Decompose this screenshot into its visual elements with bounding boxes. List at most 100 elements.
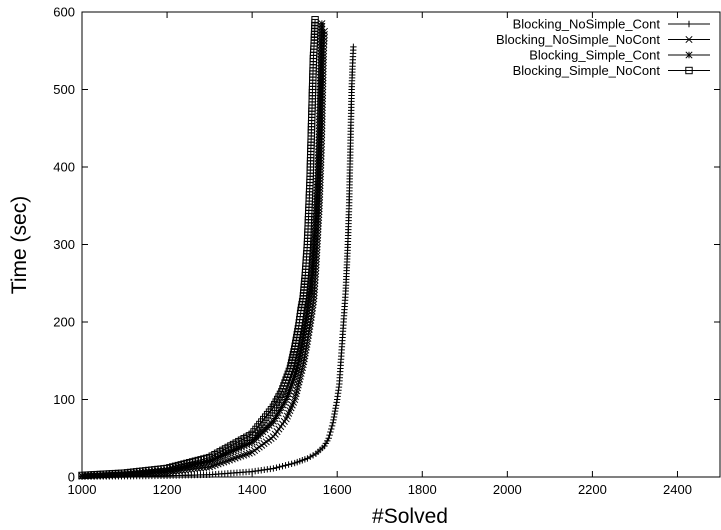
legend-label: Blocking_NoSimple_NoCont xyxy=(496,32,660,47)
data-point xyxy=(248,430,256,439)
data-point xyxy=(224,449,232,457)
data-point xyxy=(287,381,296,389)
legend-marker xyxy=(685,20,693,28)
data-point xyxy=(203,463,211,471)
data-point xyxy=(327,428,334,436)
x-tick-label: 2400 xyxy=(663,482,692,497)
y-tick-label: 100 xyxy=(53,392,75,407)
data-point xyxy=(304,455,311,462)
data-point xyxy=(350,43,357,51)
data-point xyxy=(270,465,277,472)
data-point xyxy=(328,422,336,430)
legend-entry: Blocking_NoSimple_NoCont xyxy=(496,32,710,47)
data-point xyxy=(265,408,274,416)
data-point xyxy=(243,440,251,449)
data-point xyxy=(245,439,254,447)
data-point xyxy=(232,445,240,453)
data-point xyxy=(283,393,291,401)
axis-ticks: 1000 1200 1400 1600 1800 2000 2200 2400 0 100 200 3… xyxy=(53,5,720,497)
series-plus xyxy=(78,43,357,480)
data-point xyxy=(330,413,338,421)
y-tick-label: 0 xyxy=(68,470,75,485)
data-point xyxy=(276,390,285,399)
data-point xyxy=(282,395,290,404)
data-point xyxy=(282,462,289,469)
data-point xyxy=(331,410,338,418)
data-point xyxy=(254,423,262,431)
x-tick-label: 1600 xyxy=(323,482,352,497)
data-point xyxy=(269,417,277,425)
data-point xyxy=(281,398,289,406)
y-tick-label: 500 xyxy=(53,82,75,97)
data-point xyxy=(328,425,335,433)
x-axis-title: #Solved xyxy=(372,505,448,528)
data-point xyxy=(221,450,230,458)
data-point xyxy=(277,404,285,412)
data-point xyxy=(237,443,246,451)
y-axis-title: Time (sec) xyxy=(8,196,31,294)
data-point xyxy=(258,418,266,426)
data-point xyxy=(279,462,286,470)
data-point xyxy=(318,20,326,28)
data-point xyxy=(329,419,337,426)
plot-frame-group xyxy=(81,11,721,478)
data-point xyxy=(208,456,216,464)
legend-marker xyxy=(685,66,693,75)
legend-label: Blocking_Simple_Cont xyxy=(529,48,660,63)
data-point xyxy=(297,345,305,353)
data-point xyxy=(333,399,340,406)
data-point xyxy=(296,351,304,359)
data-point xyxy=(295,357,303,365)
plot-frame xyxy=(81,11,721,478)
data-point xyxy=(290,375,298,383)
series-x xyxy=(78,27,328,480)
data-point xyxy=(309,452,317,459)
data-point xyxy=(288,460,295,468)
legend-marker xyxy=(685,51,693,59)
data-point xyxy=(330,416,337,424)
data-point xyxy=(250,428,258,436)
data-point xyxy=(286,384,294,392)
data-point xyxy=(307,453,314,461)
legend-label: Blocking_NoSimple_Cont xyxy=(513,17,661,32)
data-point xyxy=(288,378,297,386)
data-point xyxy=(298,342,306,350)
x-tick-label: 1400 xyxy=(238,482,267,497)
data-point xyxy=(276,406,284,414)
data-point xyxy=(284,390,292,398)
legend-entry: Blocking_NoSimple_Cont xyxy=(513,17,710,32)
legend-entry: Blocking_Simple_Cont xyxy=(529,48,710,63)
data-point xyxy=(285,387,293,395)
data-point xyxy=(285,461,292,468)
y-tick-label: 600 xyxy=(53,5,75,20)
data-point xyxy=(291,369,300,377)
data-point xyxy=(260,415,268,424)
data-point xyxy=(295,354,304,362)
data-point xyxy=(256,420,264,429)
legend-marker xyxy=(685,35,693,44)
y-tick-label: 200 xyxy=(53,315,75,330)
data-point xyxy=(240,442,248,450)
data-point xyxy=(292,366,300,374)
data-point xyxy=(271,414,279,423)
data-point xyxy=(229,447,238,455)
data-point xyxy=(273,464,280,471)
data-point xyxy=(326,431,333,439)
series-layer xyxy=(78,16,357,480)
legend: Blocking_NoSimple_ContBlocking_NoSimple_… xyxy=(496,17,710,78)
data-point xyxy=(274,409,282,417)
x-tick-label: 2200 xyxy=(578,482,607,497)
data-point xyxy=(294,360,302,368)
data-point xyxy=(332,402,340,409)
data-point xyxy=(332,405,339,412)
data-point xyxy=(325,435,332,442)
data-point xyxy=(298,339,306,347)
data-point xyxy=(331,407,339,415)
data-point xyxy=(276,463,283,471)
x-tick-label: 1000 xyxy=(68,482,97,497)
data-point xyxy=(299,336,307,344)
legend-label: Blocking_Simple_NoCont xyxy=(513,63,661,78)
data-point xyxy=(263,410,272,419)
data-point xyxy=(252,425,260,434)
